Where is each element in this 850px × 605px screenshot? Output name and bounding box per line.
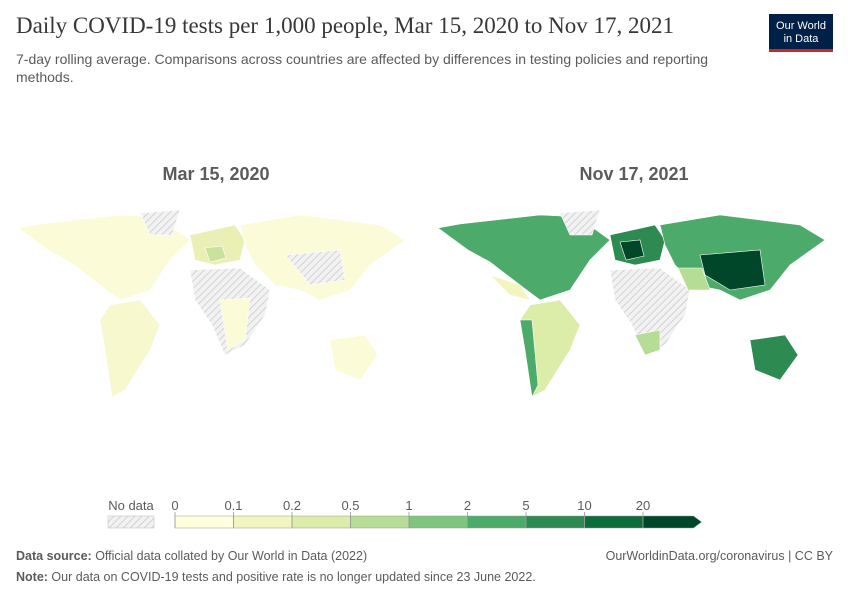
- legend-tick-label: 2: [464, 498, 471, 513]
- source-text: Official data collated by Our World in D…: [92, 549, 367, 563]
- note-text: Our data on COVID-19 tests and positive …: [48, 570, 536, 584]
- legend-tick-label: 0: [171, 498, 178, 513]
- legend-swatch: [525, 515, 585, 529]
- legend-tick-label: 1: [405, 498, 412, 513]
- legend-swatch: [291, 515, 351, 529]
- url: OurWorldinData.org/coronavirus | CC BY: [606, 549, 834, 563]
- legend-tick-label: 5: [522, 498, 529, 513]
- legend-swatch: [233, 515, 293, 529]
- legend-tick-label: 10: [577, 498, 591, 513]
- legend: No data 0 0.1 0.2 0.5 1 2 5 10 20: [107, 498, 702, 529]
- legend-swatch: [174, 515, 234, 529]
- title: Daily COVID-19 tests per 1,000 people, M…: [16, 13, 674, 38]
- logo-text: in Data: [784, 33, 820, 45]
- legend-tick-label: 0.1: [224, 498, 242, 513]
- map-title: Mar 15, 2020: [162, 164, 269, 184]
- legend-swatch: [350, 515, 410, 529]
- subtitle: methods.: [16, 69, 74, 85]
- map-right: [437, 209, 826, 398]
- source-label: Data source:: [16, 549, 92, 563]
- legend-swatch: [584, 515, 644, 529]
- no-data-swatch: [107, 515, 155, 529]
- legend-tick-label: 0.2: [283, 498, 301, 513]
- legend-tick-label: 20: [636, 498, 650, 513]
- source: Data source: Official data collated by O…: [16, 549, 367, 563]
- legend-swatch: [467, 515, 527, 529]
- logo: Our World in Data: [769, 14, 833, 52]
- note-label: Note:: [16, 570, 48, 584]
- legend-swatch: [642, 515, 702, 529]
- note: Note: Our data on COVID-19 tests and pos…: [16, 570, 536, 584]
- map-title: Nov 17, 2021: [579, 164, 688, 184]
- map-left: [17, 209, 406, 398]
- legend-label: No data: [108, 498, 154, 513]
- legend-tick-label: 0.5: [341, 498, 359, 513]
- logo-text: Our World: [776, 20, 826, 32]
- subtitle: 7-day rolling average. Comparisons acros…: [16, 51, 708, 67]
- legend-swatch: [408, 515, 468, 529]
